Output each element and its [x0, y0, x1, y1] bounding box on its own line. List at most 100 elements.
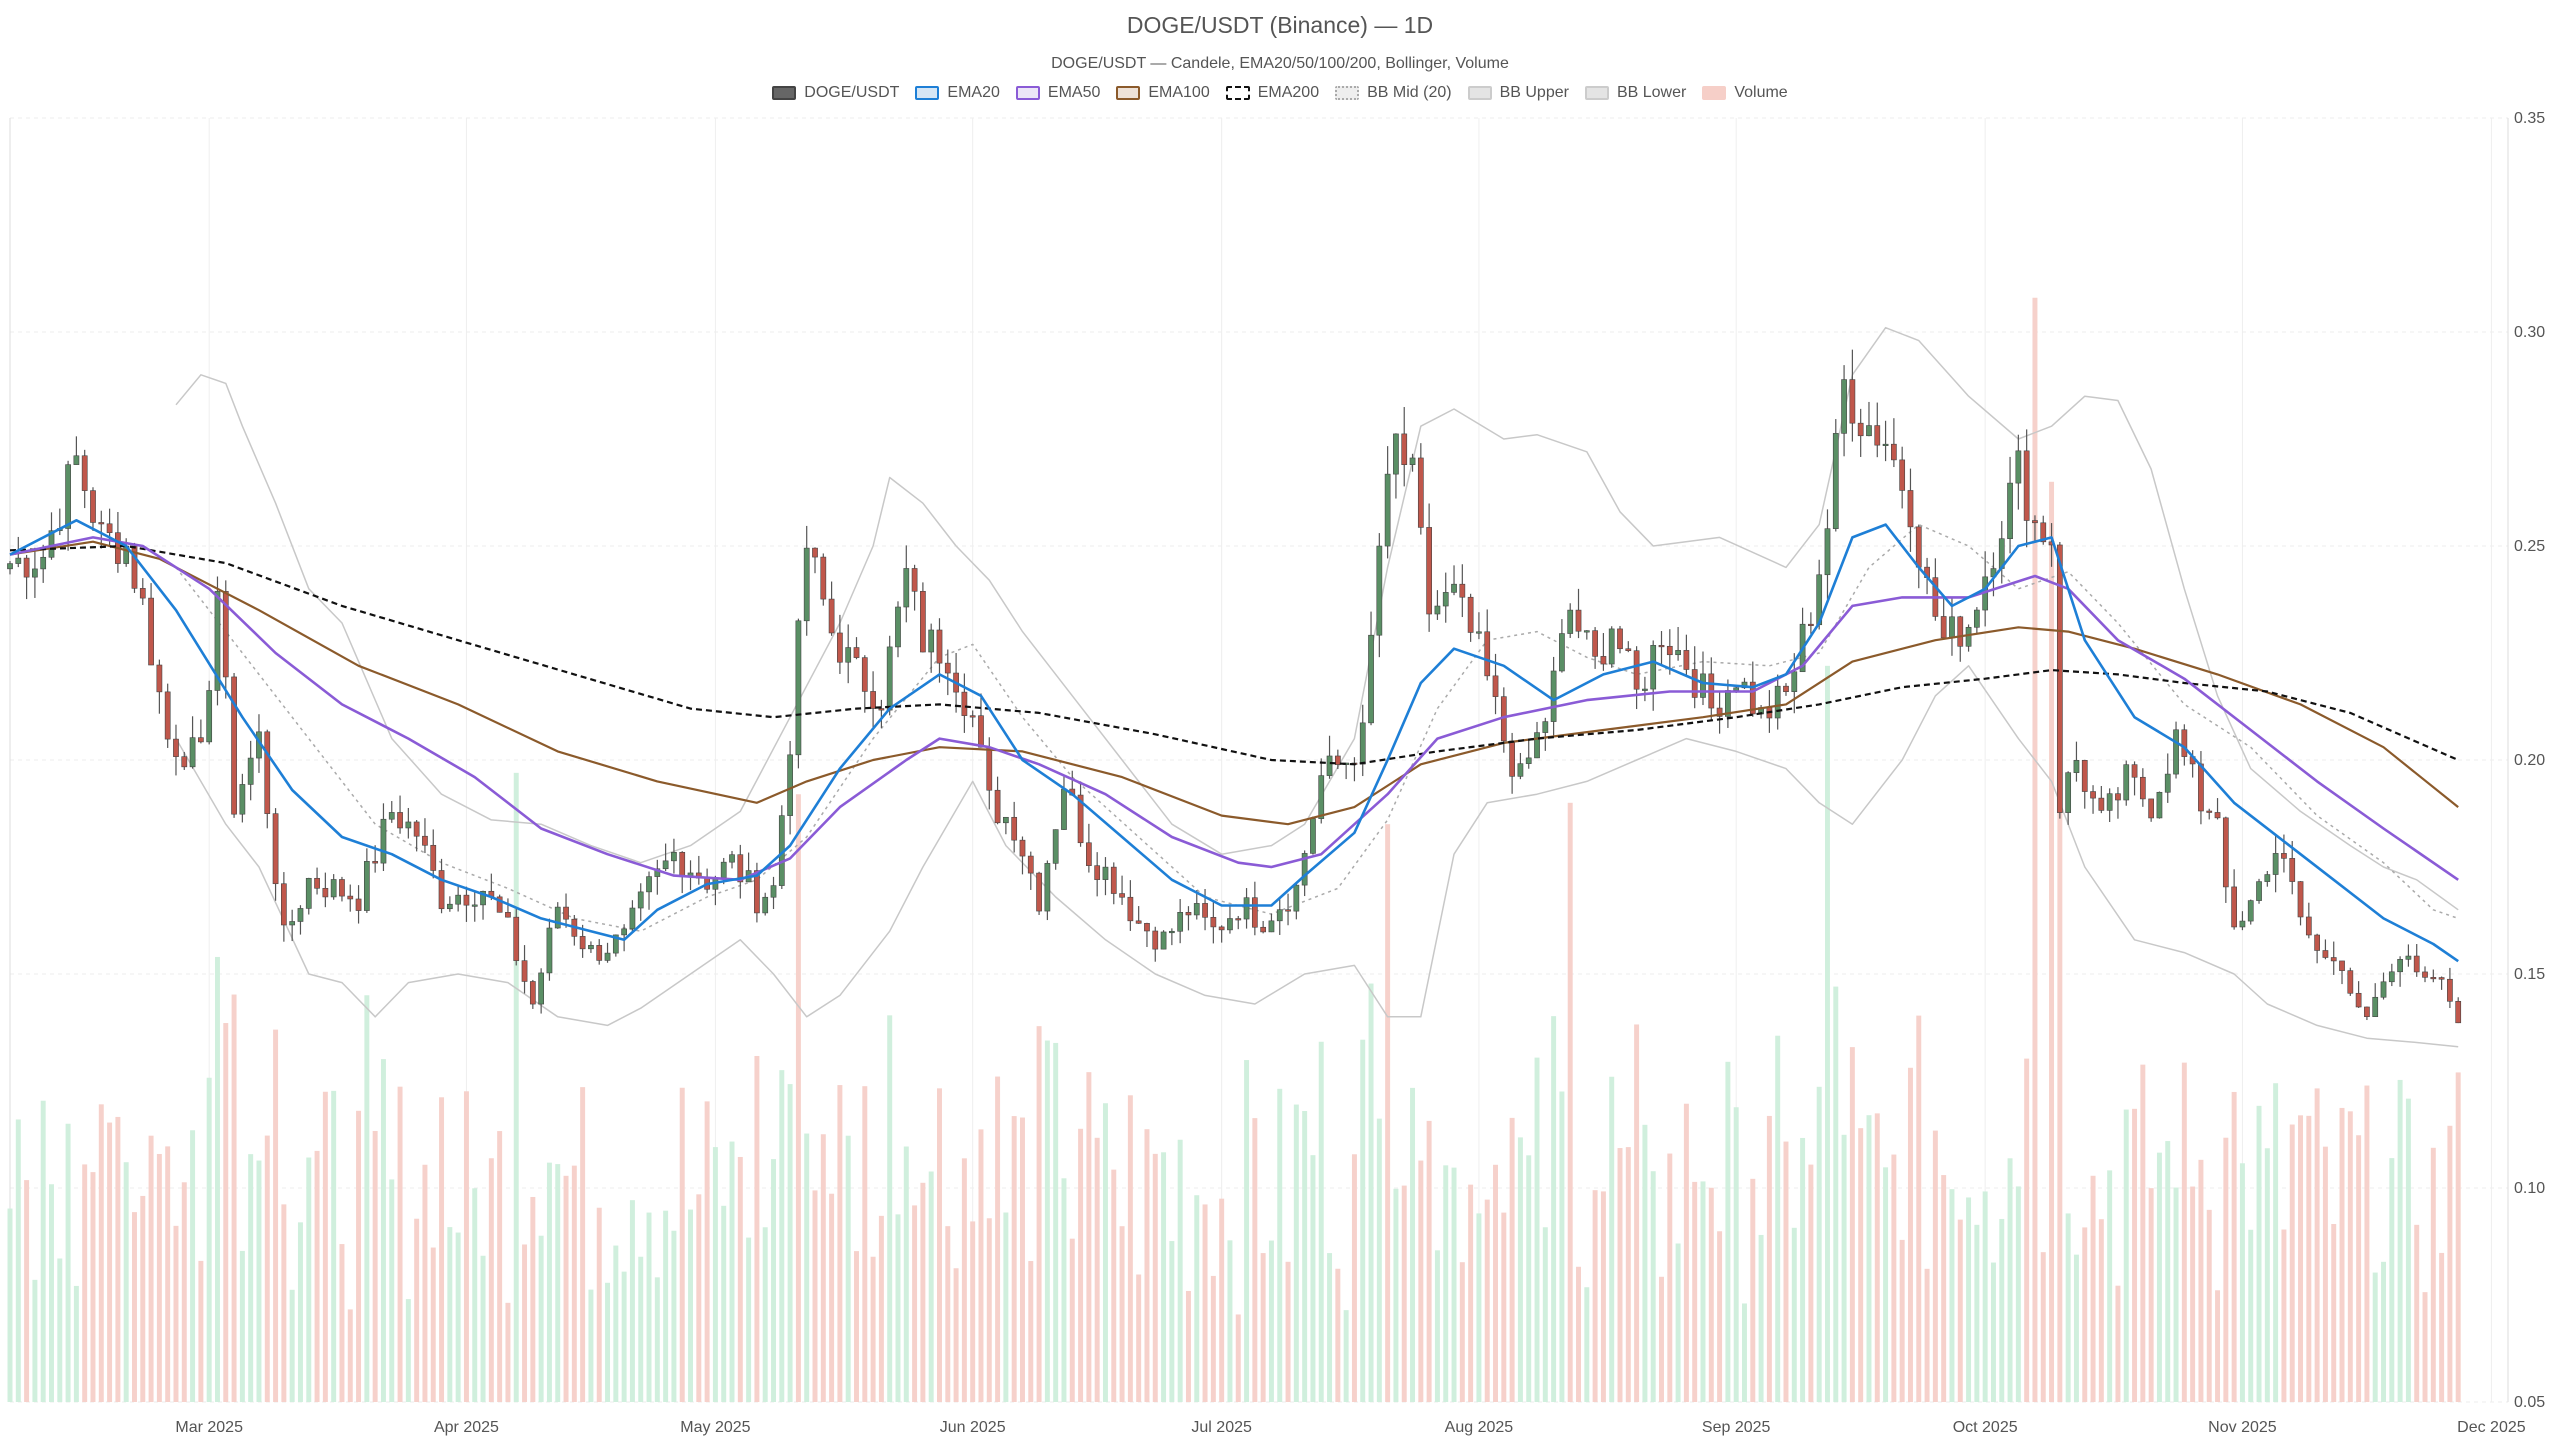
legend-item: BB Mid (20): [1335, 84, 1452, 102]
candle-body: [1791, 671, 1798, 692]
candle-body: [2148, 798, 2155, 819]
candle-body: [920, 590, 926, 653]
volume-bar: [165, 1146, 171, 1402]
candle-body: [1559, 633, 1565, 672]
candle-body: [1168, 930, 1175, 934]
volume-bar: [2364, 1085, 2370, 1402]
volume-bar: [571, 1165, 577, 1402]
volume-bar: [1468, 1184, 1474, 1402]
volume-bar: [1019, 1117, 1025, 1402]
volume-bar: [912, 1205, 918, 1402]
volume-bar: [281, 1204, 287, 1402]
volume-bar: [40, 1100, 46, 1402]
legend-item: EMA50: [1015, 84, 1100, 102]
volume-bar: [2024, 1058, 2030, 1402]
candle-body: [2305, 916, 2312, 936]
candle-body: [2422, 971, 2428, 978]
volume-bar: [1783, 1141, 1789, 1402]
candle-body: [1774, 685, 1781, 719]
volume-bar: [580, 1087, 586, 1402]
candle-body: [2364, 1006, 2370, 1017]
legend-item: EMA200: [1225, 84, 1319, 102]
volume-bar: [2215, 1290, 2221, 1402]
volume-bar: [397, 1086, 403, 1402]
candle-body: [198, 737, 204, 743]
candle-body: [671, 851, 677, 862]
candle-body: [2090, 791, 2096, 799]
volume-bar: [1683, 1103, 1689, 1402]
candle-body: [355, 898, 362, 911]
candle-body: [2139, 776, 2146, 800]
candle-body: [853, 647, 860, 658]
candle-body: [2372, 996, 2379, 1017]
volume-bar: [1808, 1164, 1814, 1402]
volume-bar: [845, 1135, 851, 1402]
volume-bar: [671, 1230, 677, 1402]
volume-bar: [1708, 1187, 1714, 1402]
volume-bar: [206, 1077, 212, 1402]
volume-bar: [1542, 1227, 1548, 1402]
candle-body: [297, 908, 304, 922]
volume-bar: [223, 1023, 229, 1402]
volume-bar: [123, 1162, 129, 1402]
candle-body: [936, 629, 943, 664]
candle-body: [720, 861, 727, 878]
candle-body: [1940, 616, 1947, 639]
candle-body: [1891, 443, 1897, 461]
candle-body: [1675, 650, 1681, 656]
candle-body: [1874, 425, 1881, 446]
volume-bar: [1185, 1290, 1191, 1402]
volume-bar: [555, 1164, 561, 1402]
candle-body: [405, 821, 412, 829]
volume-bar: [887, 1015, 893, 1402]
volume-bar: [945, 1226, 951, 1402]
volume-bar: [2339, 1107, 2345, 1402]
volume-bar: [1609, 1076, 1615, 1402]
volume-bar: [1244, 1060, 1250, 1402]
volume-bar: [588, 1289, 594, 1402]
volume-bar: [339, 1244, 345, 1402]
volume-bar: [173, 1225, 179, 1402]
candle-body: [1882, 443, 1889, 446]
legend-label: BB Lower: [1616, 84, 1687, 101]
candle-body: [2015, 450, 2022, 484]
bb-mid-line: [175, 523, 2459, 932]
volume-bar: [729, 1141, 735, 1402]
volume-bar: [1053, 1042, 1059, 1402]
candle-body: [2447, 978, 2453, 1002]
candle-body: [612, 934, 619, 954]
volume-bar: [422, 1164, 428, 1402]
volume-bar: [256, 1160, 262, 1402]
candle-body: [2413, 955, 2420, 973]
candle-body: [961, 691, 968, 716]
candle-body: [1102, 866, 1109, 880]
candle-body: [1202, 903, 1208, 918]
candle-body: [2355, 992, 2362, 1008]
candle-body: [737, 854, 744, 883]
candle-body: [2239, 920, 2246, 928]
volume-bar: [779, 1070, 785, 1402]
volume-bar: [2447, 1125, 2453, 1402]
candle-body: [2081, 760, 2088, 792]
volume-bar: [2414, 1224, 2420, 1402]
volume-bar: [1368, 983, 1374, 1402]
volume-bar: [1235, 1314, 1241, 1402]
volume-bar: [1907, 1067, 1913, 1402]
candle-body: [1824, 528, 1831, 576]
candle-body: [330, 879, 337, 898]
candle-body: [1417, 457, 1424, 528]
candle-body: [1003, 816, 1009, 824]
y-tick-label: 0.10: [2514, 1180, 2545, 1197]
volume-bar: [1443, 1165, 1449, 1402]
volume-bar: [505, 1302, 511, 1402]
candle-body: [861, 657, 868, 692]
volume-bar: [1576, 1266, 1581, 1402]
volume-bar: [1567, 802, 1573, 1402]
volume-bar: [854, 1251, 859, 1402]
candle-body: [2455, 1000, 2462, 1024]
candle-body: [1733, 687, 1740, 691]
volume-bar: [2430, 1147, 2436, 1402]
candle-body: [23, 557, 30, 578]
volume-bar: [688, 1209, 693, 1402]
